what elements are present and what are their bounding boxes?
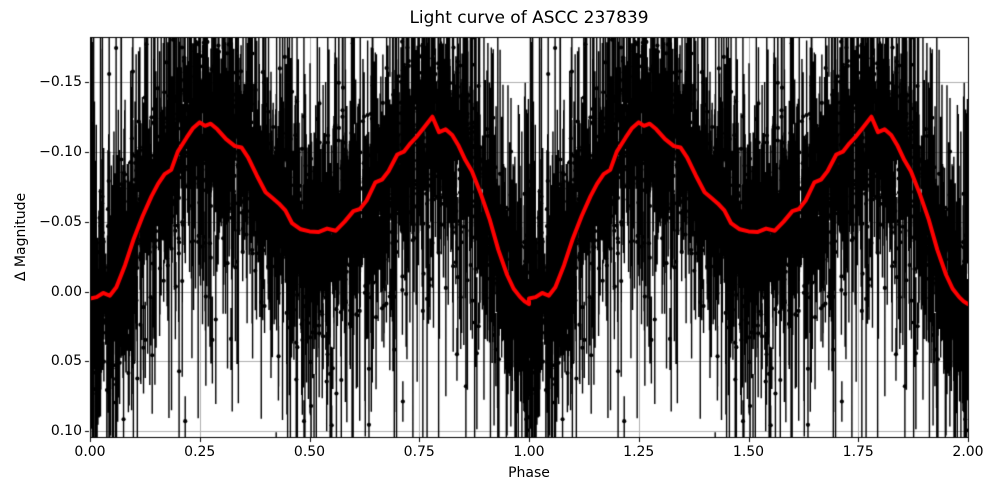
x-tick-label: 1.75 — [842, 444, 874, 460]
y-tick-label: 0.00 — [50, 283, 82, 300]
y-tick-label: −0.05 — [39, 213, 82, 230]
x-tick-label: 1.50 — [732, 444, 765, 460]
x-tick-label: 0.50 — [293, 444, 326, 460]
chart-title: Light curve of ASCC 237839 — [409, 8, 649, 28]
y-tick-label: 0.10 — [50, 423, 82, 440]
x-tick-label: 1.00 — [513, 444, 545, 460]
x-tick-label: 0.75 — [403, 444, 435, 460]
y-axis-label: Δ Magnitude — [13, 192, 29, 282]
x-axis-label: Phase — [508, 465, 550, 481]
y-tick-label: −0.10 — [39, 143, 82, 160]
x-tick-label: 2.00 — [952, 444, 984, 460]
x-tick-label: 1.25 — [623, 444, 655, 460]
y-tick-label: 0.05 — [50, 353, 82, 370]
y-tick-label: −0.15 — [39, 73, 82, 90]
x-tick-label: 0.00 — [74, 444, 106, 460]
x-tick-label: 0.25 — [184, 444, 216, 460]
